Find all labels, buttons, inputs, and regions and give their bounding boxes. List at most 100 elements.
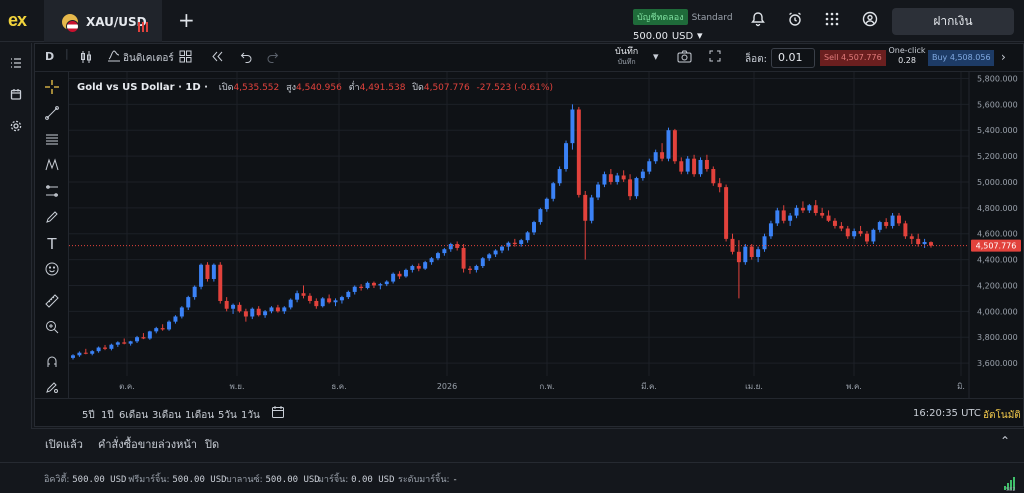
candle-body [423,262,428,269]
auto-scale-toggle[interactable]: อัตโนมัติ [983,410,1021,421]
candle-body [634,178,639,197]
instrument-tab[interactable]: XAU/USD [44,0,162,42]
candle-body [122,342,127,344]
fullscreen-icon[interactable] [709,50,721,65]
candle-body [929,242,933,246]
candle-body [525,232,530,241]
apps-grid-icon[interactable] [823,11,841,29]
range-5d[interactable]: 5วัน [218,410,237,421]
candle-body [135,337,140,342]
price-chart[interactable]: 3,600.000 3,800.000 4,000.000 4,200.000 4,40… [69,72,1023,398]
tab-closed[interactable]: ปิด [205,438,220,451]
range-5y[interactable]: 5ปี [82,410,95,421]
magnet-icon[interactable] [44,354,60,370]
range-1d[interactable]: 1วัน [241,410,260,421]
candle-body [359,286,364,289]
candle-body [186,297,191,308]
candle-body [602,174,607,185]
x-tick-label: พ.ย. [229,382,244,391]
one-click-toggle[interactable]: One-click 0.28 [888,46,926,65]
candle-style-icon[interactable] [79,50,93,67]
candle-body [692,158,697,175]
deposit-button[interactable]: ฝากเงิน [892,8,1014,35]
candle-body [922,241,927,245]
settings-gear-icon[interactable] [9,120,23,134]
text-tool-icon[interactable]: T [47,235,57,253]
zoom-in-icon[interactable] [44,320,60,336]
y-tick-label: 5,400.000 [977,126,1018,135]
sell-button[interactable]: Sell 4,507.776 [820,50,886,66]
candle-body [307,295,312,301]
range-3m[interactable]: 3เดือน [152,410,182,421]
margin-level-stat: ระดับมาร์จิ้น: - [398,475,458,485]
range-1y[interactable]: 1ปี [101,410,114,421]
candle-body [237,304,242,312]
tab-pending-orders[interactable]: คำสั่งซื้อขายล่วงหน้า [98,438,198,451]
indicators-icon[interactable] [107,48,121,65]
candle-body [333,300,338,303]
crosshair-icon[interactable] [44,80,60,96]
lot-input[interactable]: 0.01 [771,48,815,68]
date-range-icon[interactable] [271,405,285,422]
candle-body [96,347,101,352]
candlestick-chart[interactable]: 3,600.000 3,800.000 4,000.000 4,200.000 4,40… [69,72,1023,398]
chevron-down-icon[interactable]: ▾ [653,50,659,63]
candle-body [301,293,306,296]
candle-body [269,307,274,312]
candle-body [749,246,754,257]
latency-value: 582 [1006,487,1016,493]
y-tick-label: 4,000.000 [977,307,1018,316]
candle-body [167,321,172,330]
indicators-button[interactable]: อินดิเคเตอร์ [123,53,174,64]
candle-body [570,109,575,144]
utc-clock[interactable]: 16:20:35 UTC [913,408,981,419]
trend-line-icon[interactable] [44,106,60,122]
x-tick-label: ธ.ค. [331,382,346,391]
layouts-icon[interactable] [179,50,192,66]
candle-body [160,328,165,330]
y-tick-label: 5,600.000 [977,100,1018,109]
rewind-icon[interactable] [211,50,224,66]
expand-panel-icon[interactable]: ⌃ [1000,434,1011,448]
range-6m[interactable]: 6เดือน [119,410,149,421]
range-1m[interactable]: 1เดือน [185,410,215,421]
redo-icon[interactable] [266,50,279,66]
add-tab-button[interactable]: + [178,8,195,32]
candle-body [826,215,831,221]
candle-body [90,351,95,354]
bell-icon[interactable] [749,11,767,29]
candle-body [173,316,178,322]
chevron-right-icon[interactable]: › [1001,50,1006,64]
x-tick-label: มิ. [957,382,965,391]
candle-body [628,179,633,197]
calendar-icon[interactable] [9,88,23,102]
candle-body [320,298,325,307]
ruler-icon[interactable] [44,294,60,310]
candle-body [557,169,562,184]
instruments-list-icon[interactable] [9,57,23,71]
position-tool-icon[interactable] [44,184,60,200]
lock-draw-icon[interactable] [44,380,60,396]
alarm-clock-icon[interactable] [786,11,804,29]
candle-body [250,308,255,317]
x-tick-label: มี.ค. [641,382,657,391]
brush-icon[interactable] [44,210,60,226]
camera-icon[interactable] [677,50,692,66]
exness-logo[interactable]: ex [8,10,27,30]
trade-panel-tabs: เปิดแล้ว คำสั่งซื้อขายล่วงหน้า ปิด ⌃ [32,428,1024,454]
candle-body [500,246,504,251]
pattern-icon[interactable] [44,158,60,174]
buy-button[interactable]: Buy 4,508.056 [928,50,994,66]
candle-body [442,249,447,254]
timeframe-selector[interactable]: D [45,50,55,63]
tab-open-positions[interactable]: เปิดแล้ว [45,438,83,451]
emoji-icon[interactable] [44,262,60,278]
account-status-bar: อิควิตี้: 500.00 USD ฟรีมาร์จิ้น: 500.00… [0,462,1024,493]
save-dropdown[interactable]: บันทึก บันทึก [615,47,639,66]
candle-body [583,194,588,221]
candle-body [544,198,549,210]
account-selector[interactable]: บัญชีทดลอง Standard 500.00 USD ▾ [633,5,733,42]
undo-icon[interactable] [240,50,253,66]
profile-icon[interactable] [861,11,879,29]
fib-lines-icon[interactable] [44,132,60,148]
